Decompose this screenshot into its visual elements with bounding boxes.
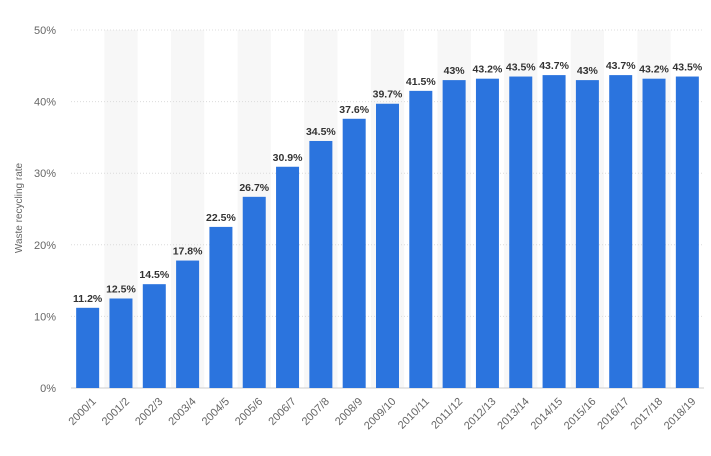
- data-label: 43.5%: [672, 62, 702, 74]
- bar: [209, 226, 233, 388]
- data-label: 43.2%: [639, 64, 669, 76]
- data-label: 34.5%: [306, 126, 336, 138]
- x-tick-label: 2014/15: [529, 396, 566, 433]
- data-label: 43.5%: [506, 62, 536, 74]
- x-tick-label: 2015/16: [562, 396, 599, 433]
- data-label: 43%: [577, 65, 599, 77]
- data-label: 30.9%: [273, 152, 303, 164]
- bars: [76, 75, 699, 389]
- bar: [542, 75, 566, 388]
- bar: [309, 140, 333, 388]
- data-label: 12.5%: [106, 284, 136, 296]
- x-tick-label: 2008/9: [333, 396, 365, 428]
- data-label: 43.7%: [539, 60, 569, 72]
- x-tick-label: 2013/14: [495, 396, 532, 433]
- y-axis-ticks: 0% 10% 20% 30% 40% 50%: [34, 25, 56, 395]
- bar: [342, 118, 366, 388]
- data-label: 17.8%: [173, 246, 203, 258]
- y-tick-label: 50%: [34, 25, 56, 37]
- data-label: 22.5%: [206, 212, 236, 224]
- bar: [109, 298, 133, 388]
- bar: [509, 76, 533, 388]
- bar: [575, 80, 599, 389]
- data-label: 39.7%: [373, 89, 403, 101]
- y-tick-label: 40%: [34, 97, 56, 109]
- x-tick-label: 2001/2: [100, 396, 132, 428]
- x-tick-label: 2000/1: [66, 396, 98, 428]
- x-tick-label: 2010/11: [396, 396, 432, 432]
- x-tick-label: 2006/7: [266, 396, 298, 428]
- data-label: 41.5%: [406, 76, 436, 88]
- data-label: 43.2%: [473, 64, 503, 76]
- x-tick-label: 2003/4: [166, 396, 198, 428]
- x-tick-label: 2011/12: [429, 396, 465, 432]
- data-label: 43.7%: [606, 60, 636, 72]
- bar: [176, 260, 200, 388]
- x-tick-label: 2004/5: [200, 396, 232, 428]
- bar: [675, 76, 699, 388]
- data-label: 11.2%: [73, 293, 103, 305]
- data-labels: 11.2%12.5%14.5% 17.8% 22.5% 26.7% 30.9% 34.5%…: [73, 60, 703, 305]
- bar: [142, 284, 166, 388]
- bar: [242, 196, 266, 388]
- y-tick-label: 0%: [40, 383, 56, 395]
- data-label: 26.7%: [239, 182, 269, 194]
- x-tick-label: 2016/17: [595, 396, 632, 433]
- data-label: 43%: [444, 65, 466, 77]
- x-tick-label: 2009/10: [362, 396, 399, 433]
- x-tick-label: 2012/13: [462, 396, 499, 433]
- x-tick-label: 2005/6: [233, 396, 265, 428]
- x-axis-ticks: 2000/1 2001/2 2002/3 2003/4 2004/5 2005/6 2006…: [66, 396, 698, 433]
- bar: [76, 307, 100, 388]
- x-tick-label: 2007/8: [300, 396, 332, 428]
- y-axis-label: Waste recycling rate: [14, 162, 25, 253]
- bar: [642, 78, 666, 389]
- bar: [609, 75, 633, 388]
- bar: [276, 166, 300, 388]
- x-tick-label: 2002/3: [133, 396, 165, 428]
- data-label: 14.5%: [139, 269, 169, 281]
- y-tick-label: 30%: [34, 168, 56, 180]
- bar: [475, 78, 499, 389]
- y-tick-label: 20%: [34, 240, 56, 252]
- x-tick-label: 2017/18: [629, 396, 666, 433]
- bar: [409, 90, 433, 389]
- bar: [442, 80, 466, 389]
- data-label: 37.6%: [339, 104, 369, 116]
- x-tick-label: 2018/19: [662, 396, 699, 433]
- y-tick-label: 10%: [34, 311, 56, 323]
- bar: [376, 103, 399, 389]
